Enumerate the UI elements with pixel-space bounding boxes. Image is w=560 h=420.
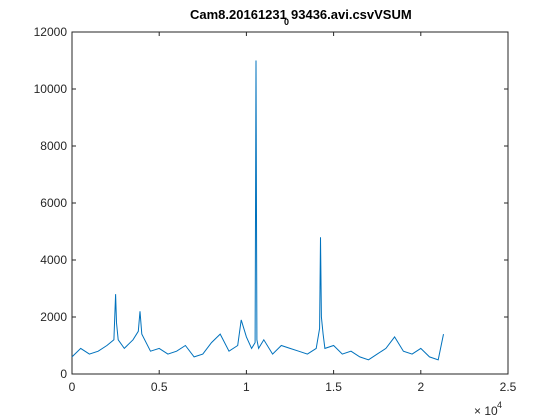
y-tick-label: 12000 xyxy=(34,25,68,39)
series-line xyxy=(71,60,444,361)
title-tail: 93436.avi.csvVSUM xyxy=(291,7,412,22)
x-tick-label: 1 xyxy=(243,380,250,394)
tick-layer: 0 0.5 1 1.5 2 2.5 0 2000 4000 6000 8000 10000 12000 xyxy=(34,25,517,394)
chart-title: Cam8.20161231 0 93436.avi.csvVSUM xyxy=(190,7,412,27)
y-tick-label: 8000 xyxy=(40,139,67,153)
x-tick-label: 1.5 xyxy=(325,380,342,394)
x-tick-label: 0 xyxy=(69,380,76,394)
y-tick-label: 10000 xyxy=(34,82,68,96)
y-tick-label: 2000 xyxy=(40,310,67,324)
x-tick-label: 2 xyxy=(417,380,424,394)
title-main: Cam8.20161231 xyxy=(190,7,287,22)
series-layer xyxy=(71,60,444,361)
x-tick-label: 0.5 xyxy=(151,380,168,394)
title-subscript: 0 xyxy=(284,17,289,27)
plot-area-box xyxy=(71,31,509,375)
y-tick-label: 0 xyxy=(60,367,67,381)
y-tick-label: 4000 xyxy=(40,253,67,267)
x-exponent-label: × 10 4 xyxy=(474,400,502,418)
y-tick-label: 6000 xyxy=(40,196,67,210)
axes xyxy=(71,31,509,375)
x-exponent-base: × 10 xyxy=(474,404,498,418)
x-tick-label: 2.5 xyxy=(500,380,517,394)
x-exponent-power: 4 xyxy=(497,400,502,410)
